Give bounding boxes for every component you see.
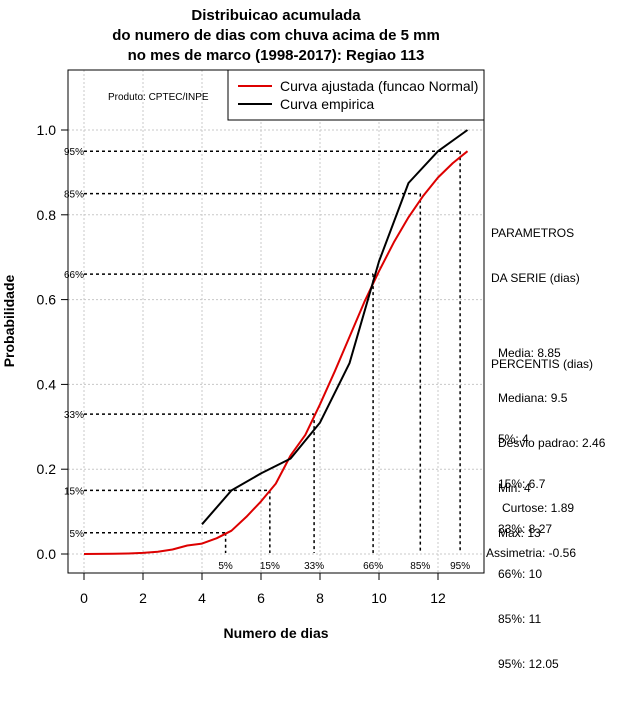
chart-title-line-3: no mes de marco (1998-2017): Regiao 113 bbox=[128, 47, 425, 64]
series-lines bbox=[83, 129, 469, 555]
legend-box bbox=[227, 69, 485, 121]
y-tick-label: 0.0 bbox=[37, 546, 57, 562]
legend-label-empirical: Curva empirica bbox=[280, 96, 374, 112]
params-panel: PARAMETROS DA SERIE (dias) Media: 8.85 M… bbox=[491, 196, 605, 586]
y-axis-label: Probabilidade bbox=[1, 275, 17, 368]
stat-curtose: Curtose: 1.89 bbox=[502, 501, 575, 515]
percentile-bottom-label: 85% bbox=[410, 561, 430, 572]
x-tick-label: 12 bbox=[430, 590, 446, 606]
x-tick-label: 0 bbox=[80, 590, 88, 606]
legend: Curva ajustada (funcao Normal) Curva emp… bbox=[227, 69, 485, 121]
percentile-left-label: 5% bbox=[70, 529, 85, 540]
param-min: Min: 4 bbox=[498, 481, 531, 495]
y-tick-label: 0.8 bbox=[37, 207, 57, 223]
percentil-66: 66%: 10 bbox=[498, 567, 543, 581]
percentil-95: 95%: 12.05 bbox=[498, 657, 559, 671]
x-axis: 0 2 4 6 8 10 12 bbox=[80, 573, 446, 606]
chart-title-line-1: Distribuicao acumulada bbox=[191, 7, 361, 24]
x-tick-label: 2 bbox=[139, 590, 147, 606]
percentile-lines: 5% 5% 15% 15% 33% 33% 66% 66% 85% 85% 95% 95% bbox=[64, 147, 470, 572]
percentile-left-label: 33% bbox=[64, 410, 84, 421]
credit-text: Produto: CPTEC/INPE bbox=[108, 92, 209, 103]
percentil-15: 15%: 6.7 bbox=[498, 477, 546, 491]
y-tick-label: 0.2 bbox=[37, 461, 57, 477]
plot-frame bbox=[67, 69, 485, 574]
percentile-bottom-label: 33% bbox=[304, 561, 324, 572]
percentil-5: 5%: 4 bbox=[498, 432, 529, 446]
legend-label-fitted: Curva ajustada (funcao Normal) bbox=[280, 78, 478, 94]
stats-panel: Curtose: 1.89 Assimetria: -0.56 bbox=[486, 471, 596, 576]
y-axis: 0.0 0.2 0.4 0.6 0.8 1.0 bbox=[37, 122, 68, 562]
params-header-1: PARAMETROS bbox=[491, 226, 575, 240]
empirical-curve bbox=[201, 129, 469, 525]
percentile-bottom-label: 5% bbox=[218, 561, 233, 572]
fitted-normal-curve bbox=[83, 150, 469, 555]
grid bbox=[68, 70, 484, 573]
chart-title-line-2: do numero de dias com chuva acima de 5 m… bbox=[112, 27, 440, 44]
x-tick-label: 6 bbox=[257, 590, 265, 606]
x-axis-label: Numero de dias bbox=[223, 625, 328, 641]
x-tick-label: 4 bbox=[198, 590, 206, 606]
percentile-left-label: 66% bbox=[64, 270, 84, 281]
percentile-bottom-label: 15% bbox=[260, 561, 280, 572]
percentile-bottom-label: 95% bbox=[450, 561, 470, 572]
percentil-33: 33%: 8.27 bbox=[498, 522, 553, 536]
y-tick-label: 1.0 bbox=[37, 122, 57, 138]
param-desvio: Desvio padrao: 2.46 bbox=[498, 436, 606, 450]
percentile-bottom-label: 66% bbox=[363, 561, 383, 572]
percentis-header: PERCENTIS (dias) bbox=[491, 357, 594, 371]
stat-assimetria: Assimetria: -0.56 bbox=[486, 546, 577, 560]
param-mediana: Mediana: 9.5 bbox=[498, 391, 568, 405]
params-header-2: DA SERIE (dias) bbox=[491, 271, 580, 285]
y-tick-label: 0.4 bbox=[37, 376, 57, 392]
percentile-left-label: 95% bbox=[64, 147, 84, 158]
y-tick-label: 0.6 bbox=[37, 292, 57, 308]
percentil-85: 85%: 11 bbox=[498, 612, 542, 626]
percentile-left-label: 15% bbox=[64, 486, 84, 497]
x-tick-label: 8 bbox=[316, 590, 324, 606]
chart: Distribuicao acumulada do numero de dias… bbox=[1, 7, 485, 641]
param-max: Max: 13 bbox=[498, 526, 541, 540]
param-media: Media: 8.85 bbox=[498, 346, 561, 360]
percentile-left-label: 85% bbox=[64, 190, 84, 201]
x-tick-label: 10 bbox=[371, 590, 387, 606]
